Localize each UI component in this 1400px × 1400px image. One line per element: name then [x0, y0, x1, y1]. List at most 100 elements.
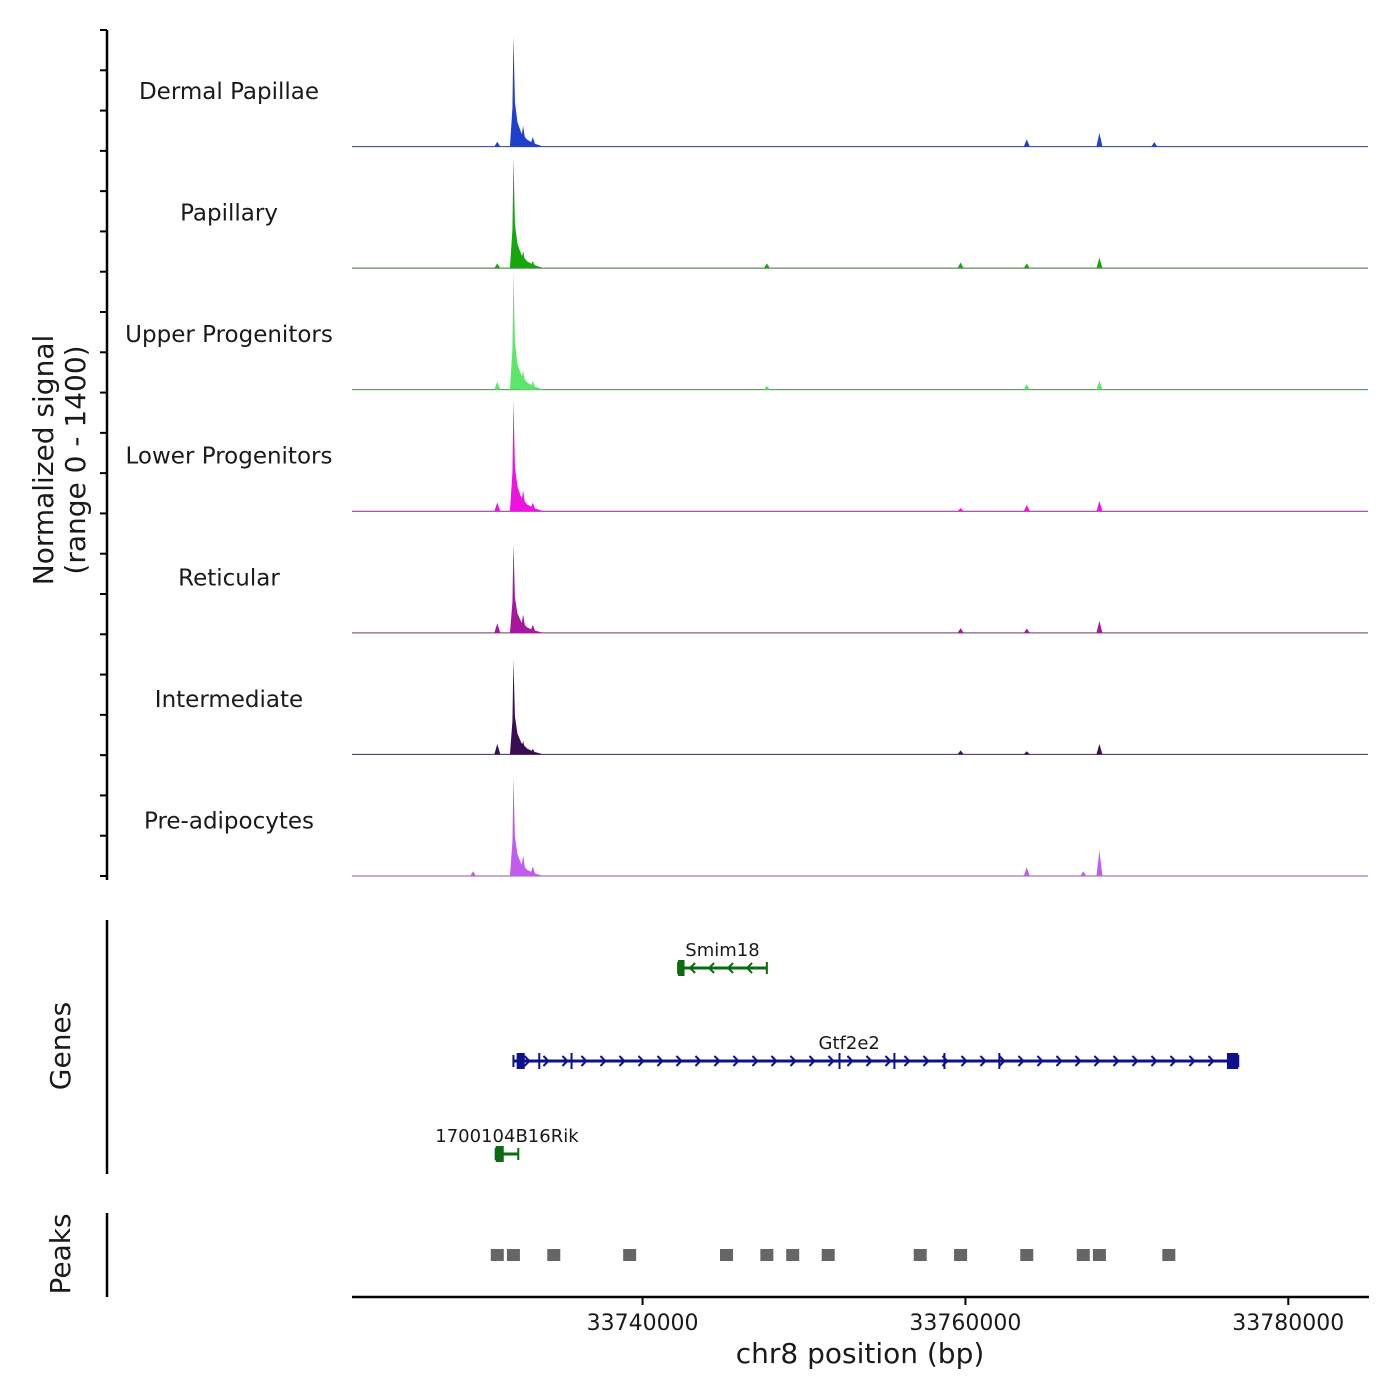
strand-arrow: [561, 1055, 569, 1067]
strand-arrow: [1074, 1055, 1082, 1067]
peaks-axis-title: Peaks: [44, 1213, 77, 1294]
signal-peak: [529, 136, 536, 147]
peak-region: [1162, 1249, 1176, 1261]
signal-peak: [509, 659, 544, 755]
y-axis-title-line1: Normalized signal: [27, 335, 60, 586]
strand-arrow: [827, 1055, 835, 1067]
strand-arrow: [618, 1055, 626, 1067]
strand-arrow: [922, 1055, 930, 1067]
signal-peak: [1023, 384, 1030, 390]
signal-peak: [509, 776, 544, 876]
genes-track: Smim18 Gtf2e2 1700104B16Rik: [435, 940, 1240, 1162]
signal-peak: [494, 744, 501, 755]
strand-arrow: [1150, 1055, 1158, 1067]
strand-arrow: [675, 1055, 683, 1067]
gene-exon: [495, 1146, 504, 1162]
track-label: Dermal Papillae: [139, 79, 319, 105]
signal-peak: [1080, 871, 1087, 876]
strand-arrow: [694, 1055, 702, 1067]
strand-arrow: [1207, 1055, 1215, 1067]
x-tick-label: 33780000: [1232, 1311, 1344, 1336]
strand-arrow: [637, 1055, 645, 1067]
strand-arrow: [580, 1055, 588, 1067]
signal-peak: [529, 502, 536, 512]
x-axis-title: chr8 position (bp): [736, 1337, 985, 1370]
gene-1700104b16rik: 1700104B16Rik: [435, 1126, 579, 1162]
signal-peak: [509, 544, 544, 633]
strand-arrow: [732, 1055, 740, 1067]
strand-arrow: [884, 1055, 892, 1067]
gene-label: 1700104B16Rik: [435, 1126, 579, 1147]
track-label: Papillary: [180, 201, 278, 227]
track-label: Upper Progenitors: [125, 322, 333, 348]
peak-region: [913, 1249, 927, 1261]
track-dermal-papillae: Dermal Papillae: [139, 35, 1368, 148]
strand-arrow: [688, 962, 696, 974]
signal-peak: [1096, 850, 1103, 876]
strand-arrow: [789, 1055, 797, 1067]
gene-smim18: Smim18: [677, 940, 768, 976]
strand-arrow: [523, 1055, 531, 1067]
strand-arrow: [941, 1055, 949, 1067]
peak-region: [1092, 1249, 1106, 1261]
signal-peak: [520, 855, 527, 876]
strand-arrow: [751, 1055, 759, 1067]
x-axis-ticks: 33740000 33760000 33780000: [587, 1297, 1344, 1336]
signal-peak: [494, 623, 501, 633]
signal-peak: [529, 260, 536, 269]
signal-peak: [957, 750, 964, 755]
signal-peak: [957, 628, 964, 633]
signal-peak: [509, 399, 544, 512]
gene-exon: [516, 1053, 525, 1069]
signal-peak: [509, 35, 544, 147]
track-papillary: Papillary: [180, 157, 1368, 269]
gene-label: Gtf2e2: [819, 1033, 880, 1054]
signal-peak: [1023, 504, 1030, 512]
signal-peak: [763, 385, 770, 390]
x-tick-label: 33760000: [909, 1311, 1021, 1336]
signal-peak: [763, 263, 770, 269]
signal-peak: [1023, 263, 1030, 269]
gene-gtf2e2: Gtf2e2: [512, 1033, 1240, 1069]
track-pre-adipocytes: Pre-adipocytes: [144, 776, 1368, 877]
peaks-track: [490, 1249, 1176, 1261]
signal-peak: [494, 263, 501, 269]
strand-arrow: [1017, 1055, 1025, 1067]
signal-peak: [494, 141, 501, 147]
strand-arrow: [998, 1055, 1006, 1067]
signal-peak: [529, 624, 536, 633]
signal-peak: [509, 157, 544, 269]
strand-arrow: [745, 962, 753, 974]
strand-arrow: [846, 1055, 854, 1067]
peak-region: [821, 1249, 835, 1261]
signal-peak: [520, 250, 527, 269]
signal-peak: [1096, 132, 1103, 147]
gene-exon: [678, 960, 685, 976]
strand-arrow: [726, 962, 734, 974]
peak-region: [490, 1249, 504, 1261]
signal-peak: [1023, 628, 1030, 633]
track-lower-progenitors: Lower Progenitors: [126, 399, 1368, 512]
signal-tracks: Dermal Papillae Papillary Upper Progenitor…: [125, 35, 1368, 877]
peak-region: [1076, 1249, 1090, 1261]
strand-arrow: [1169, 1055, 1177, 1067]
track-upper-progenitors: Upper Progenitors: [125, 271, 1368, 391]
strand-arrow: [1188, 1055, 1196, 1067]
signal-peak: [957, 262, 964, 269]
signal-peak: [470, 871, 477, 876]
signal-peak: [1023, 751, 1030, 755]
signal-peak: [1096, 257, 1103, 269]
peak-region: [547, 1249, 561, 1261]
track-intermediate: Intermediate: [155, 659, 1368, 755]
strand-arrow: [960, 1055, 968, 1067]
strand-arrow: [599, 1055, 607, 1067]
strand-arrow: [1055, 1055, 1063, 1067]
track-label: Pre-adipocytes: [144, 808, 314, 834]
strand-arrow: [656, 1055, 664, 1067]
track-reticular: Reticular: [178, 544, 1368, 634]
peak-region: [760, 1249, 774, 1261]
strand-arrow: [1131, 1055, 1139, 1067]
peak-region: [1020, 1249, 1034, 1261]
strand-arrow: [713, 1055, 721, 1067]
